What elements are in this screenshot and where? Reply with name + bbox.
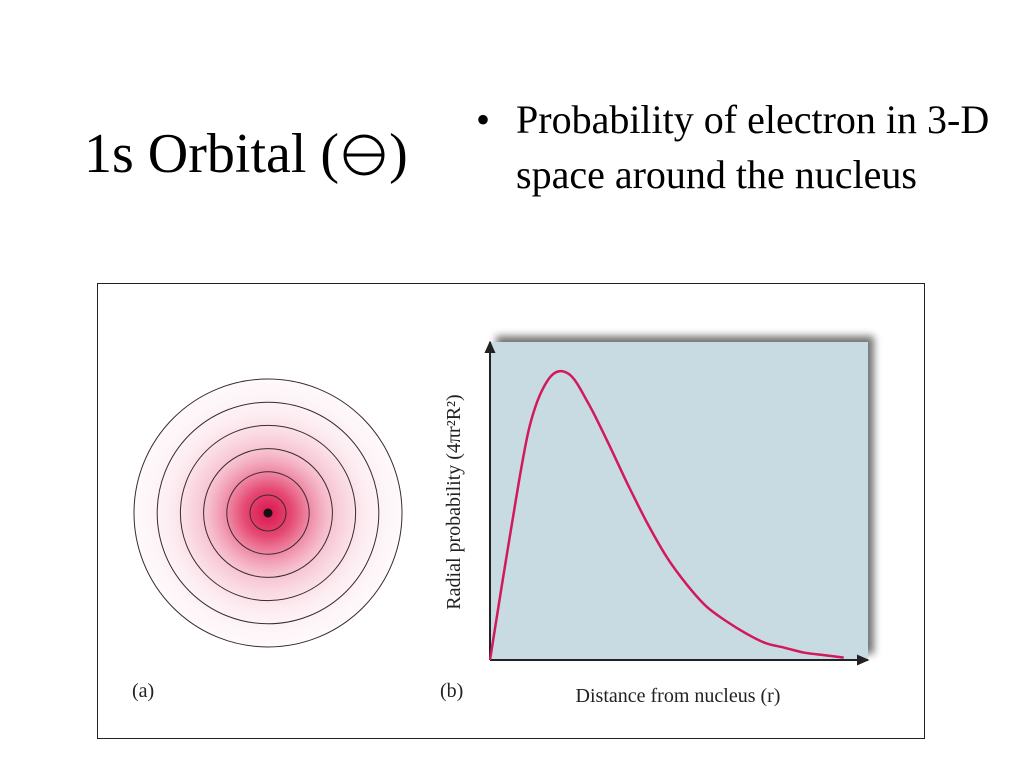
title-suffix: ): [389, 123, 408, 185]
radial-probability-curve: [488, 369, 844, 661]
minus-circle-icon: [341, 131, 387, 177]
panel-b-label: (b): [440, 680, 463, 702]
figure-svg: (a) Radial probability (4πr²R²) Distance…: [132, 340, 870, 707]
orbital-figure: (a) Radial probability (4πr²R²) Distance…: [97, 283, 925, 739]
orbital-contour-ring: [156, 401, 380, 625]
plot-area: [490, 342, 868, 660]
series-layer: [488, 369, 844, 661]
bullet-text: Probability of electron in 3-D space aro…: [516, 97, 990, 197]
x-axis-label: Distance from nucleus (r): [576, 685, 781, 707]
slide-title: 1s Orbital (): [84, 126, 408, 182]
orbital-contour-ring: [179, 424, 357, 602]
orbital-contour-ring: [203, 448, 333, 578]
y-axis-label: Radial probability (4πr²R²): [443, 394, 465, 609]
bullet-item: • Probability of electron in 3-D space a…: [476, 92, 996, 202]
bullet-list: • Probability of electron in 3-D space a…: [476, 92, 996, 202]
radial-probability-chart: Radial probability (4πr²R²) Distance fro…: [443, 340, 870, 707]
title-prefix: 1s Orbital (: [84, 123, 340, 185]
orbital-contours: [133, 378, 403, 648]
bullet-dot-icon: •: [476, 97, 491, 142]
orbital-diagram: [133, 378, 403, 648]
panel-a-label: (a): [132, 680, 154, 702]
orbital-contour-ring: [226, 471, 310, 555]
orbital-contour-ring: [249, 494, 287, 532]
orbital-contour-ring: [133, 378, 403, 648]
nucleus-dot: [263, 508, 273, 518]
